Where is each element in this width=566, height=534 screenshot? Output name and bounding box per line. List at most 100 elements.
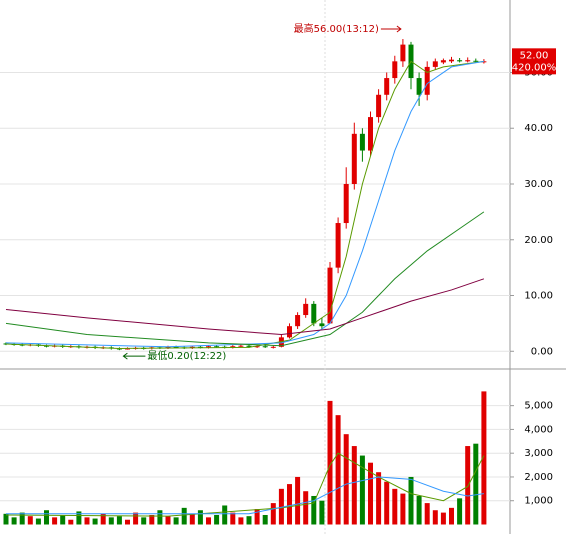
- volume-bar: [60, 514, 66, 525]
- volume-bar: [157, 510, 163, 525]
- candle-body: [262, 346, 268, 348]
- candle-body: [303, 303, 309, 316]
- volume-bar: [384, 481, 390, 525]
- volume-bar: [230, 512, 236, 525]
- volume-bar: [19, 512, 25, 525]
- volume-bar: [125, 519, 130, 525]
- volume-bar: [116, 516, 122, 525]
- volume-bar: [68, 519, 74, 525]
- candle-body: [457, 60, 463, 62]
- volume-bar: [76, 511, 82, 525]
- volume-bar: [432, 510, 438, 525]
- volume-bar: [52, 517, 58, 525]
- candle-body: [392, 61, 398, 79]
- volume-bar: [100, 513, 106, 525]
- volume-bar: [11, 517, 17, 525]
- volume-bar: [27, 516, 33, 525]
- candle-body: [206, 346, 211, 348]
- candle-body: [238, 345, 244, 347]
- volume-bar: [262, 514, 268, 525]
- volume-bar: [278, 488, 284, 525]
- candle-body: [449, 59, 454, 62]
- candle-body: [125, 348, 130, 350]
- y-tick-label: 5,000: [524, 401, 553, 412]
- volume-bar: [222, 505, 228, 525]
- candle-body: [214, 346, 220, 348]
- candle-body: [230, 346, 236, 348]
- volume-bar: [44, 510, 49, 525]
- volume-bar: [416, 495, 422, 525]
- candle-body: [400, 44, 406, 62]
- candle-body: [416, 78, 422, 95]
- candle-body: [311, 303, 317, 324]
- change-label: 420.00%: [512, 62, 557, 73]
- candle-body: [359, 133, 365, 151]
- volume-bar: [335, 415, 341, 525]
- volume-bar: [303, 491, 309, 525]
- volume-bar: [133, 512, 139, 525]
- candle-body: [254, 346, 260, 348]
- volume-bar: [473, 443, 479, 525]
- volume-bar: [84, 517, 90, 525]
- volume-bar: [408, 476, 414, 525]
- volume-bar: [319, 500, 325, 525]
- volume-bar: [295, 476, 301, 525]
- volume-bar: [92, 518, 98, 525]
- volume-bar: [165, 516, 171, 525]
- volume-moving-average: [6, 476, 484, 515]
- candle-body: [295, 315, 301, 327]
- y-tick-label: 40.00: [524, 123, 553, 134]
- volume-bar: [3, 513, 9, 525]
- y-tick-label: 4,000: [524, 424, 553, 435]
- volume-bar: [254, 509, 260, 525]
- volume-bar: [449, 507, 454, 525]
- candle-body: [165, 346, 171, 348]
- volume-bar: [351, 446, 357, 525]
- low-annotation: 最低0.20(12:22): [147, 349, 226, 362]
- volume-bar: [424, 503, 430, 525]
- y-tick-label: 30.00: [524, 179, 553, 190]
- volume-bar: [392, 488, 398, 525]
- candle-body: [376, 94, 382, 118]
- y-tick-label: 3,000: [524, 448, 553, 459]
- volume-bar: [368, 462, 373, 525]
- volume-bar: [141, 517, 147, 525]
- y-tick-label: 1,000: [524, 496, 553, 507]
- volume-bar: [270, 503, 276, 525]
- volume-bar: [181, 507, 187, 525]
- volume-bar: [189, 513, 195, 525]
- candle-body: [351, 133, 357, 184]
- candle-body: [319, 323, 325, 327]
- volume-bar: [481, 391, 487, 525]
- candle-body: [465, 60, 471, 62]
- volume-bar: [311, 495, 317, 525]
- volume-bar: [440, 512, 446, 525]
- y-tick-label: 2,000: [524, 472, 553, 483]
- volume-bar: [108, 517, 114, 525]
- candle-body: [287, 326, 292, 338]
- high-annotation: 最高56.00(13:12): [294, 22, 379, 35]
- volume-bar: [214, 514, 220, 525]
- candle-body: [44, 345, 49, 347]
- volume-bar: [173, 517, 179, 525]
- candle-body: [343, 184, 349, 224]
- volume-bar: [400, 493, 406, 525]
- candle-body: [246, 345, 252, 347]
- candle-body: [424, 66, 430, 95]
- annotation-arrow: [380, 25, 402, 33]
- volume-bar: [35, 518, 41, 525]
- candle-body: [473, 60, 479, 62]
- candle-body: [173, 346, 179, 348]
- annotation-arrow: [122, 352, 146, 360]
- moving-average: [5, 60, 484, 349]
- last-price-badge: [512, 48, 556, 75]
- volume-bar: [238, 517, 244, 525]
- candle-body: [440, 60, 446, 63]
- candle-body: [384, 78, 390, 95]
- volume-bar: [246, 516, 252, 525]
- volume-bar: [197, 510, 203, 525]
- moving-average: [5, 60, 484, 348]
- volume-bar: [465, 446, 471, 525]
